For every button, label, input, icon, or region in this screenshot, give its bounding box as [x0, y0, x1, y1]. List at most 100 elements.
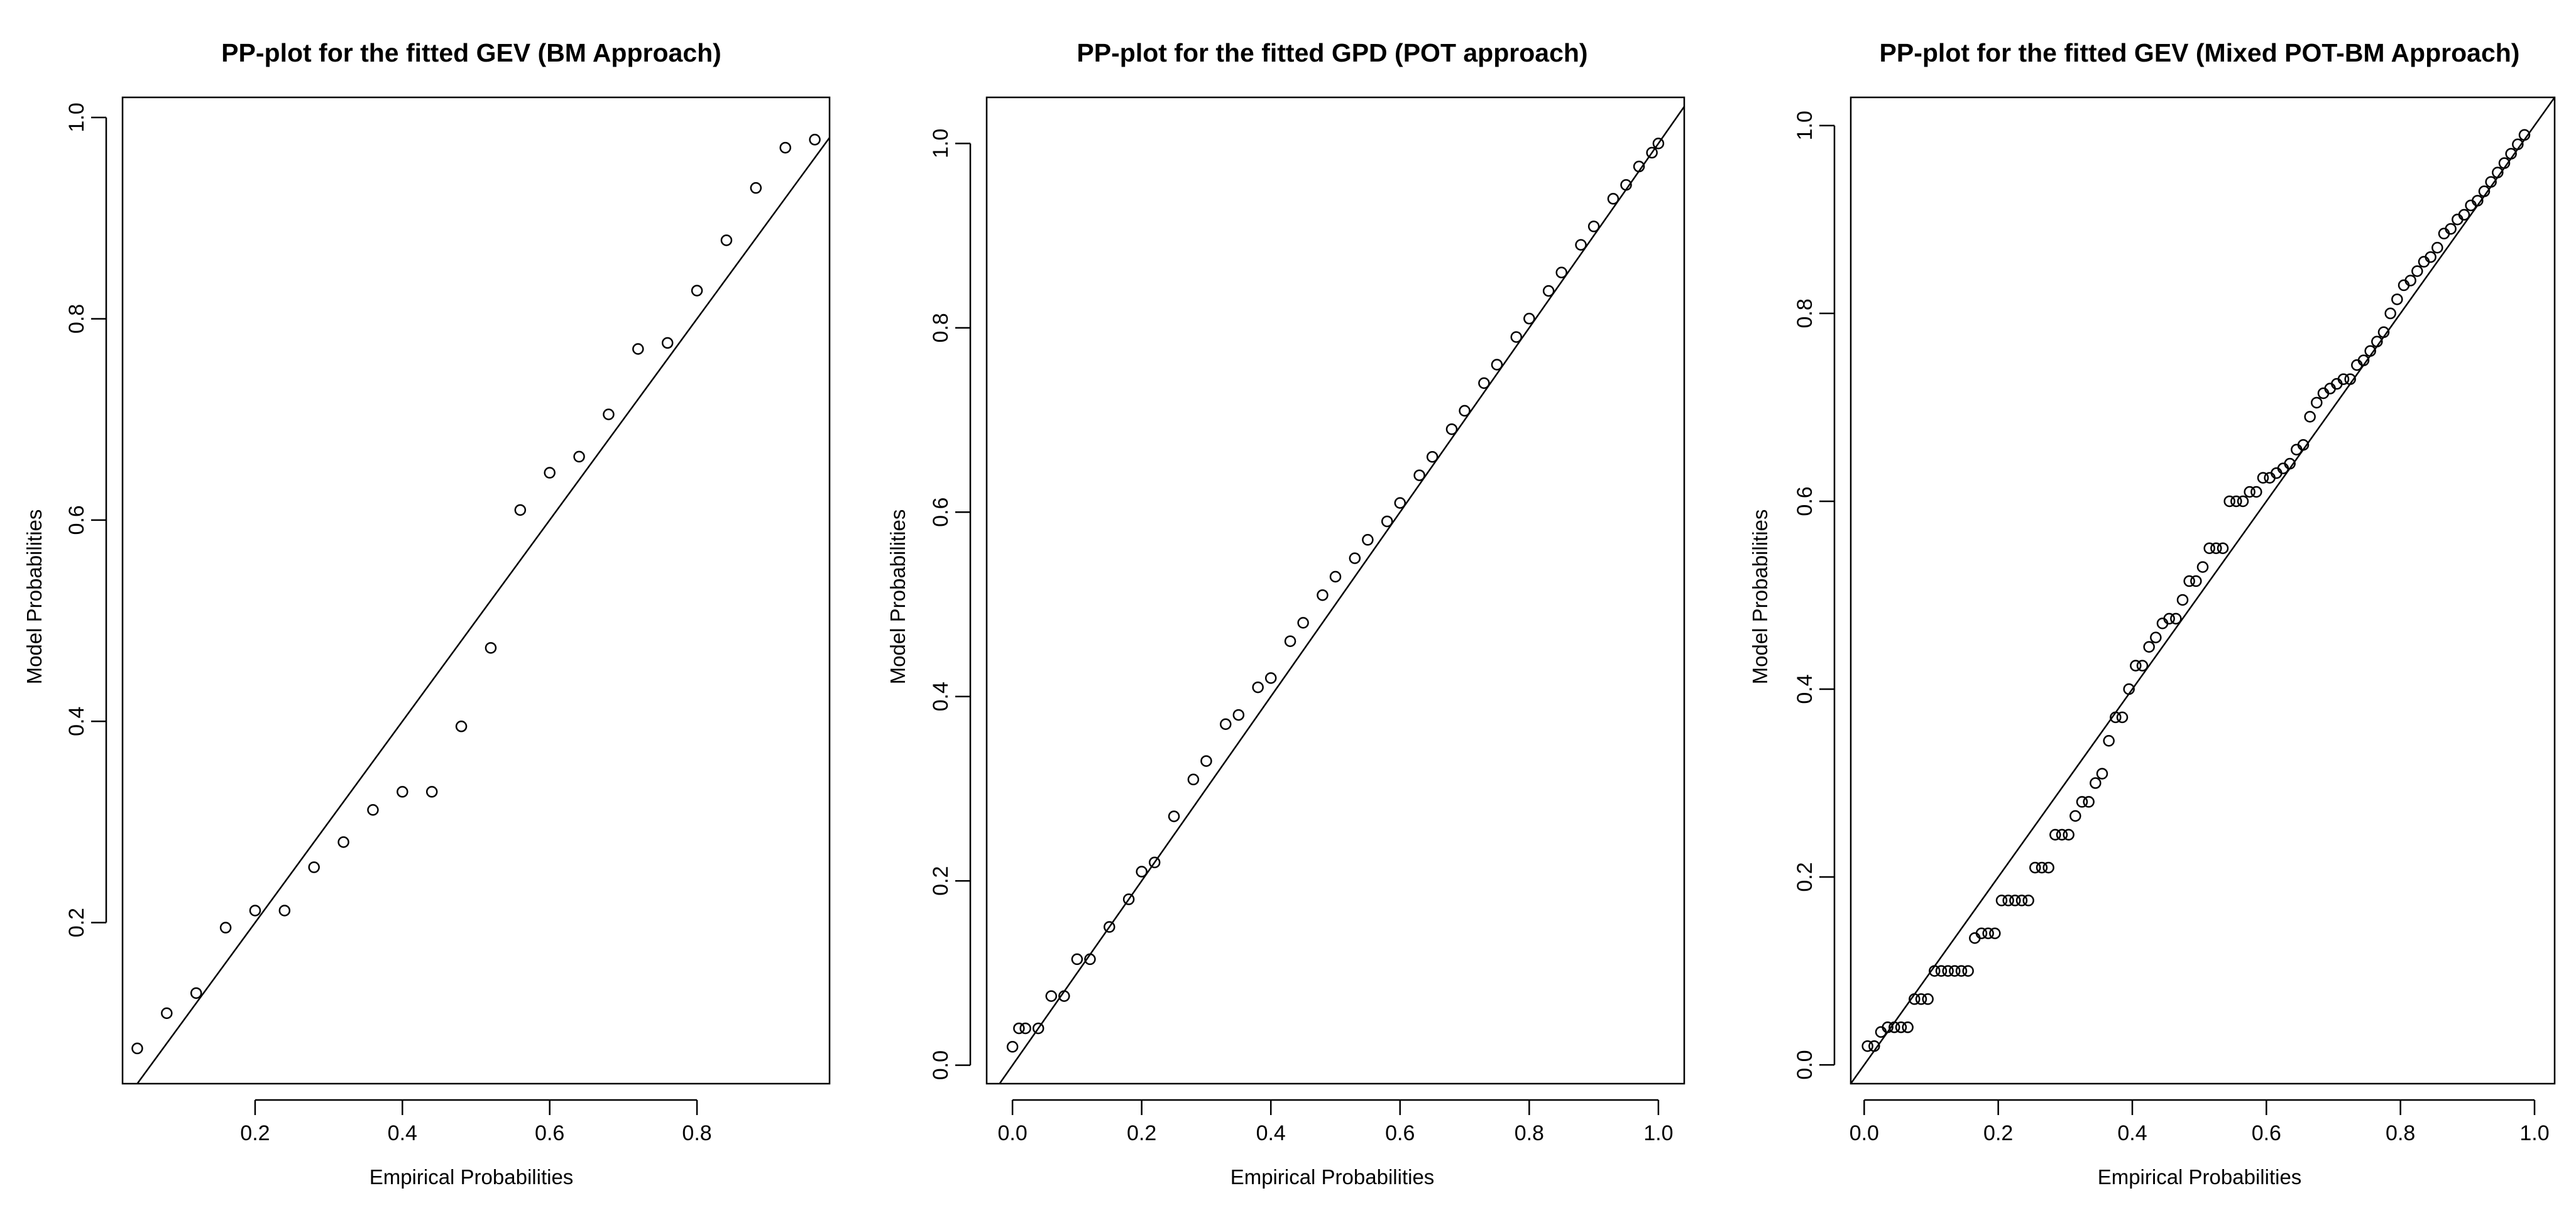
- data-point: [1187, 773, 1200, 786]
- data-point: [2344, 373, 2356, 385]
- data-point: [2015, 895, 2028, 906]
- data-point: [1962, 965, 1974, 977]
- data-point: [1935, 965, 1948, 977]
- x-tick-label: 0.4: [2117, 1121, 2147, 1145]
- data-point: [278, 905, 291, 917]
- data-point: [219, 922, 232, 934]
- data-point: [2250, 486, 2262, 498]
- data-point: [1122, 893, 1135, 905]
- data-point: [2069, 810, 2081, 822]
- y-tick-label: 0.8: [1793, 298, 1817, 328]
- data-point: [2411, 265, 2423, 277]
- data-point: [1975, 927, 1988, 940]
- data-point: [2176, 594, 2189, 606]
- data-point: [1607, 193, 1620, 205]
- data-point: [2083, 796, 2095, 808]
- data-point: [1148, 856, 1161, 869]
- data-point: [2257, 472, 2269, 484]
- x-axis-label: Empirical Probabilities: [1230, 1165, 1435, 1189]
- data-point: [2311, 396, 2323, 409]
- y-tick-label: 0.0: [929, 1050, 953, 1080]
- data-point: [2384, 307, 2396, 320]
- data-point: [2337, 373, 2350, 385]
- data-point: [2223, 495, 2235, 508]
- data-point: [1445, 423, 1458, 435]
- data-point: [1982, 927, 1994, 940]
- y-tick-label: 0.2: [65, 908, 89, 937]
- data-point: [2130, 660, 2142, 672]
- y-tick-label: 0.8: [929, 313, 953, 342]
- data-point: [2029, 861, 2041, 874]
- data-point: [1394, 497, 1406, 509]
- data-point: [2512, 138, 2524, 151]
- y-tick-label: 0.6: [929, 498, 953, 527]
- data-point: [2518, 129, 2531, 141]
- data-point: [1284, 635, 1296, 647]
- data-point: [1942, 965, 1954, 977]
- data-point: [1587, 220, 1600, 232]
- data-point: [1995, 895, 2008, 906]
- chart-title: PP-plot for the fitted GPD (POT approach…: [1077, 38, 1587, 67]
- data-point: [1652, 138, 1665, 150]
- data-point: [691, 285, 703, 297]
- data-point: [2478, 185, 2491, 197]
- data-point: [1633, 160, 1645, 173]
- x-tick-label: 0.0: [997, 1121, 1027, 1145]
- data-point: [2143, 641, 2155, 653]
- data-point: [1868, 1040, 1880, 1052]
- data-point: [1955, 965, 1968, 977]
- data-point: [2042, 861, 2054, 874]
- data-point: [2425, 251, 2436, 263]
- data-point: [2472, 195, 2484, 207]
- x-tick-label: 0.6: [1385, 1121, 1415, 1145]
- data-point: [2150, 631, 2162, 644]
- data-point: [2096, 768, 2108, 780]
- data-point: [2190, 575, 2202, 587]
- data-point: [2183, 575, 2195, 587]
- data-point: [2036, 861, 2048, 874]
- data-point: [1902, 1021, 1914, 1033]
- data-point: [455, 721, 468, 732]
- data-point: [1491, 359, 1503, 371]
- data-point: [1362, 534, 1374, 546]
- data-point: [779, 141, 791, 154]
- chart-title: PP-plot for the fitted GEV (Mixed POT-BM…: [1880, 38, 2520, 67]
- data-point: [249, 905, 261, 917]
- data-point: [1329, 570, 1342, 583]
- data-point: [1575, 239, 1587, 251]
- data-point: [632, 343, 644, 355]
- data-point: [1555, 266, 1567, 279]
- data-point: [544, 467, 556, 479]
- data-point: [2110, 711, 2122, 724]
- reference-line: [136, 136, 830, 1084]
- data-point: [1006, 1041, 1019, 1053]
- y-tick-label: 0.6: [1793, 486, 1817, 516]
- x-axis-label: Empirical Probabilities: [2098, 1165, 2302, 1189]
- y-tick-label: 0.0: [1793, 1050, 1817, 1079]
- data-point: [1084, 953, 1096, 966]
- data-point: [2297, 438, 2310, 451]
- data-point: [1071, 953, 1083, 966]
- data-point: [425, 786, 438, 798]
- x-tick-label: 1.0: [1643, 1121, 1673, 1145]
- data-point: [2404, 275, 2416, 286]
- data-point: [2136, 660, 2149, 672]
- y-tick-label: 0.6: [65, 505, 89, 535]
- data-point: [1523, 312, 1535, 325]
- y-tick-label: 0.8: [65, 304, 89, 334]
- data-point: [661, 337, 674, 349]
- x-tick-label: 0.2: [240, 1121, 270, 1145]
- x-tick-label: 0.2: [1127, 1121, 1156, 1145]
- data-point: [397, 786, 408, 798]
- data-point: [1895, 1021, 1907, 1033]
- pp-plot-panel-bm: PP-plot for the fitted GEV (BM Approach)…: [23, 38, 831, 1189]
- data-point: [2377, 326, 2390, 339]
- chart-title: PP-plot for the fitted GEV (BM Approach): [221, 38, 721, 67]
- x-tick-label: 0.8: [1515, 1121, 1544, 1145]
- data-point: [1297, 617, 1309, 629]
- y-tick-label: 0.2: [1793, 862, 1817, 891]
- data-point: [2056, 829, 2068, 841]
- data-point: [2458, 209, 2470, 221]
- plot-frame: [121, 96, 831, 1085]
- data-point: [2498, 157, 2511, 169]
